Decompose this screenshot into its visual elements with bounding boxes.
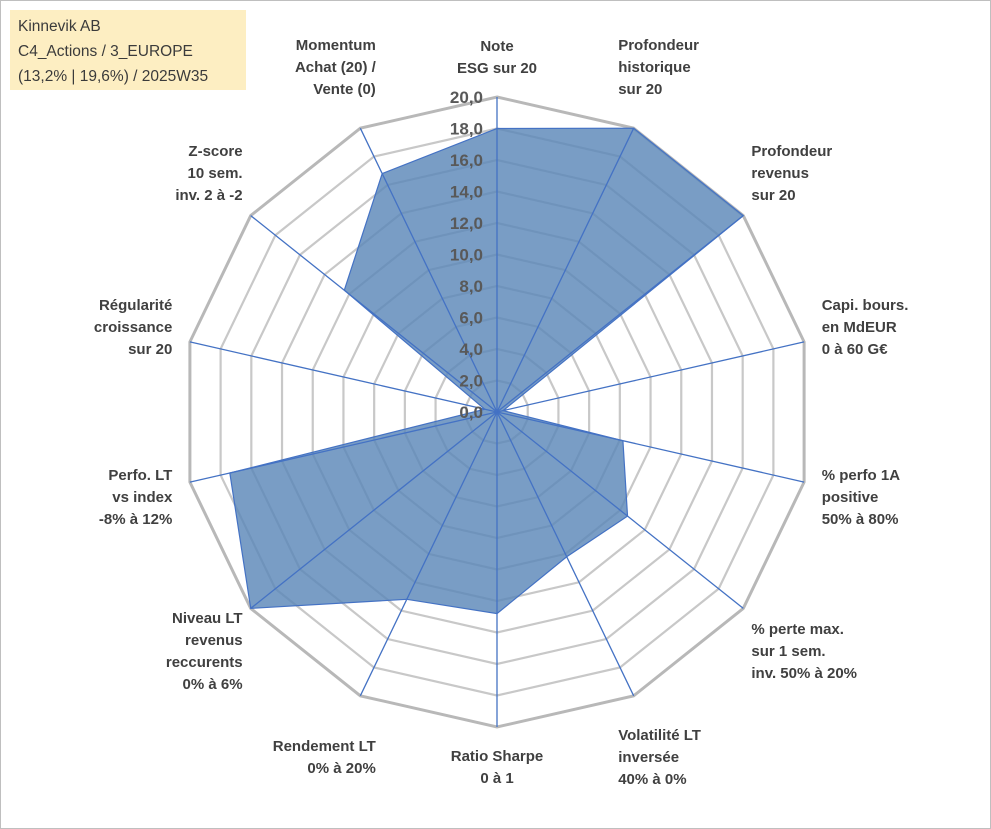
tick-label: 8,0 [459,277,483,296]
axis-label: Perfo. LT vs index -8% à 12% [99,467,173,528]
tick-label: 20,0 [450,88,483,107]
tick-label: 2,0 [459,372,483,391]
axis-spoke [496,411,805,483]
info-box: Kinnevik AB C4_Actions / 3_EUROPE (13,2%… [10,10,246,90]
axis-label: % perte max. sur 1 sem. inv. 50% à 20% [751,621,857,682]
period-label: (13,2% | 19,6%) / 2025W35 [18,68,209,85]
axis-spoke [250,411,498,609]
tick-label: 6,0 [459,309,483,328]
axis-spoke [250,215,498,413]
axis-spoke [189,341,498,413]
axis-label: Ratio Sharpe 0 à 1 [451,748,544,787]
axis-label: Note ESG sur 20 [457,38,537,77]
company-name: Kinnevik AB [18,18,101,35]
axis-label: Niveau LT revenus reccurents 0% à 6% [166,610,243,693]
tick-label: 18,0 [450,120,483,139]
axis-spoke [496,127,635,413]
tick-label: 10,0 [450,246,483,265]
tick-label: 0,0 [459,403,483,422]
data-series-area [229,127,745,615]
axis-label: Momentum Achat (20) / Vente (0) [295,37,377,98]
axis-label: Z-score 10 sem. inv. 2 à -2 [175,143,242,204]
axis-spoke [496,411,635,697]
tick-label: 4,0 [459,340,483,359]
tick-label: 16,0 [450,151,483,170]
axis-spoke [496,215,744,413]
axis-labels: Note ESG sur 20 Profondeur historique sur 20… [94,37,908,788]
axis-label: Profondeur historique sur 20 [618,37,699,98]
axis-label: Capi. bours. en MdEUR 0 à 60 G€ [822,297,909,358]
radial-tick-labels: 0,0 2,0 4,0 6,0 8,0 10,0 12,0 14,0 16,0 18,0 20,0 [450,88,483,422]
axis-label: Régularité croissance sur 20 [94,297,172,358]
axis-label: Rendement LT 0% à 20% [273,738,376,777]
axis-label: Volatilité LT inversée 40% à 0% [618,727,701,788]
radar-series [189,97,805,727]
axis-spoke [359,411,498,697]
axis-label: Profondeur revenus sur 20 [751,143,832,204]
axis-spoke [359,127,498,413]
tick-label: 12,0 [450,214,483,233]
category-label: C4_Actions / 3_EUROPE [18,43,193,60]
axis-label: % perfo 1A positive 50% à 80% [822,467,901,528]
axis-spoke [496,341,805,413]
tick-label: 14,0 [450,183,483,202]
axis-spoke [189,411,498,483]
axis-spoke [496,411,744,609]
